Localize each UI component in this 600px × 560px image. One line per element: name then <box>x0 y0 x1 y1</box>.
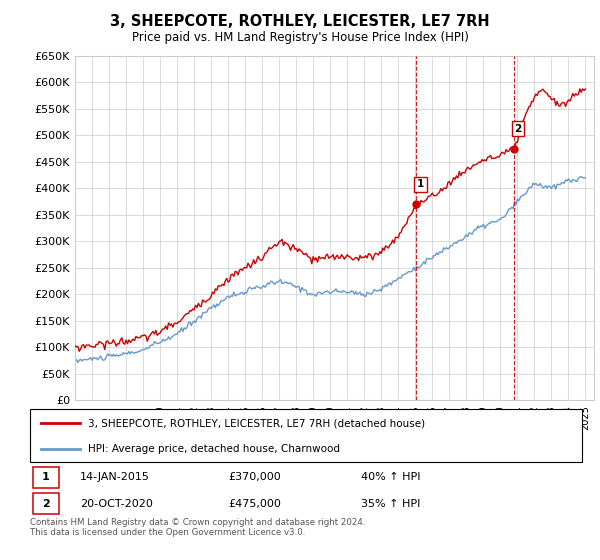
FancyBboxPatch shape <box>33 493 59 514</box>
FancyBboxPatch shape <box>30 409 582 462</box>
Text: 2: 2 <box>42 498 50 508</box>
Text: 2: 2 <box>515 124 522 134</box>
Text: 20-OCT-2020: 20-OCT-2020 <box>80 498 152 508</box>
FancyBboxPatch shape <box>33 467 59 488</box>
Text: Price paid vs. HM Land Registry's House Price Index (HPI): Price paid vs. HM Land Registry's House … <box>131 31 469 44</box>
Text: 3, SHEEPCOTE, ROTHLEY, LEICESTER, LE7 7RH: 3, SHEEPCOTE, ROTHLEY, LEICESTER, LE7 7R… <box>110 14 490 29</box>
Text: £370,000: £370,000 <box>229 473 281 482</box>
Text: 14-JAN-2015: 14-JAN-2015 <box>80 473 149 482</box>
Text: 3, SHEEPCOTE, ROTHLEY, LEICESTER, LE7 7RH (detached house): 3, SHEEPCOTE, ROTHLEY, LEICESTER, LE7 7R… <box>88 418 425 428</box>
Text: 35% ↑ HPI: 35% ↑ HPI <box>361 498 421 508</box>
Text: Contains HM Land Registry data © Crown copyright and database right 2024.
This d: Contains HM Land Registry data © Crown c… <box>30 518 365 538</box>
Text: 1: 1 <box>42 473 50 482</box>
Text: £475,000: £475,000 <box>229 498 281 508</box>
Text: 1: 1 <box>416 179 424 189</box>
Text: 40% ↑ HPI: 40% ↑ HPI <box>361 473 421 482</box>
Text: HPI: Average price, detached house, Charnwood: HPI: Average price, detached house, Char… <box>88 444 340 454</box>
